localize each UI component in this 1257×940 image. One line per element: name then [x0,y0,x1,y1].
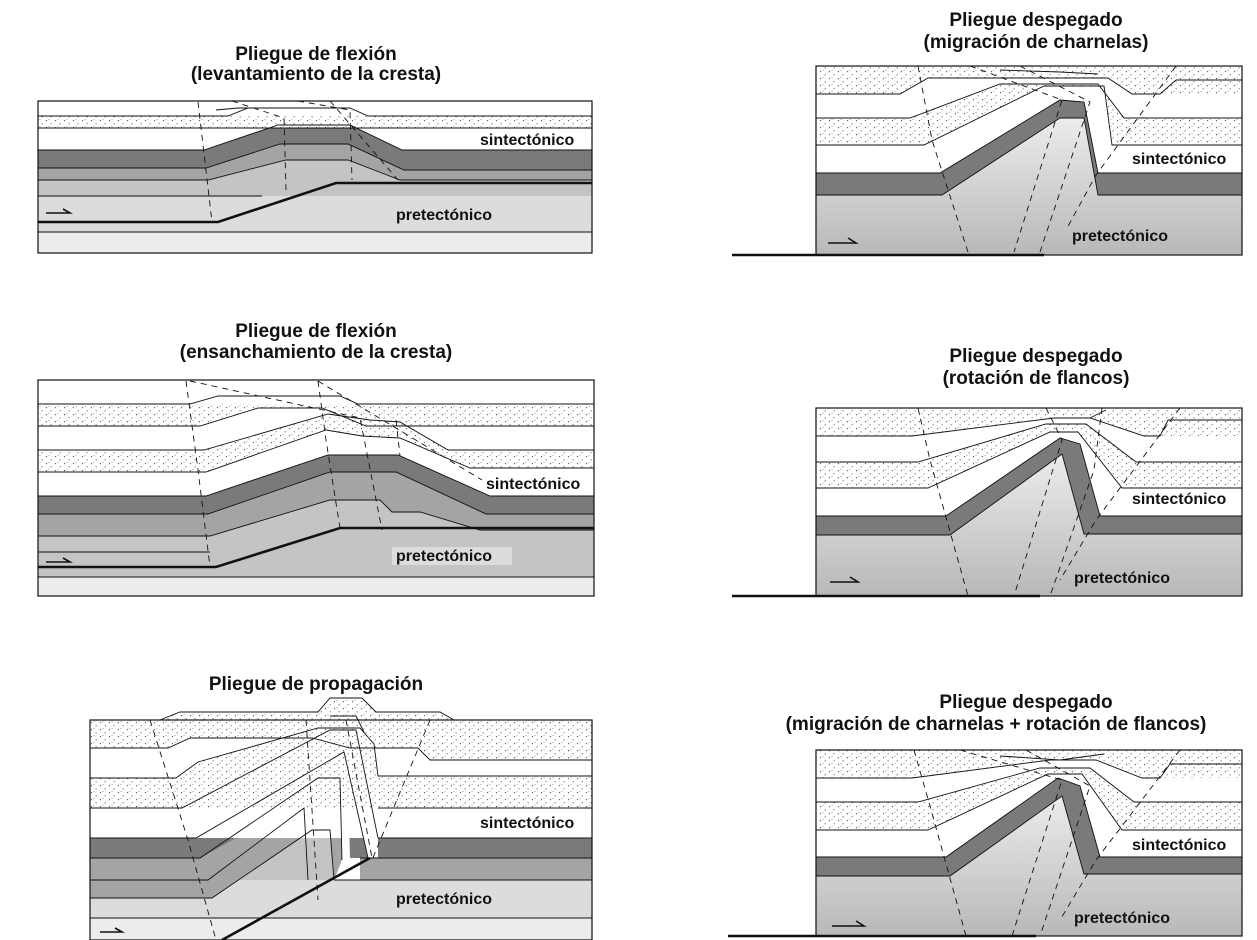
label-mask [486,475,592,493]
panel-frame [815,407,1243,597]
mid-layer-foot [360,858,592,880]
panel-subtitle: (rotación de flancos) [943,368,1130,389]
thrust-fault [38,181,592,224]
panel-flexion-ensanchamiento: Pliegue de flexión (ensanchamiento de la… [37,321,595,597]
dark-layer [38,125,592,170]
white-layer [38,125,592,150]
label-mask [1128,490,1240,508]
slip-arrow-icon [830,576,861,583]
stippled-layer-lower [816,84,1242,145]
panel-title: Pliegue de flexión [235,44,397,65]
axial-traces [149,719,431,940]
layer-contacts [816,409,1242,536]
mid-layer [38,144,592,180]
axial-traces [917,65,1177,253]
label-mask [1128,150,1240,168]
axial-traces [197,100,399,223]
panel-title: Pliegue de flexión [235,321,397,342]
stippled-layer-upper [816,66,1242,94]
axial-traces [917,407,1181,597]
basal-core [816,118,1242,255]
top-white-layer [38,101,592,116]
stippled-layer-upper [816,750,1242,778]
label-mask [476,132,590,148]
pretectonic-label: pretectónico [396,207,492,224]
panel-despegado-rotacion: Pliegue despegado (rotación de flancos) … [732,346,1243,598]
stippled-layer-lower [816,424,1242,488]
stippled-layer-lower [90,728,592,808]
layer-contacts [90,697,592,919]
syntectonic-label: sintectónico [1132,491,1226,508]
panel-subtitle: (migración de charnelas + rotación de fl… [786,714,1207,735]
panel-title: Pliegue despegado [949,10,1122,31]
slip-arrow-icon [46,208,74,214]
stippled-layer-lower [816,768,1242,830]
panel-frame [815,65,1243,256]
slip-arrow-icon [46,557,74,563]
basal-core [816,454,1242,596]
pretectonic-label: pretectónico [396,891,492,908]
top-white-layer [38,380,594,404]
axial-traces [913,749,1181,937]
stippled-layer [38,108,592,128]
panel-subtitle: (ensanchamiento de la cresta) [180,342,452,363]
dark-layer [816,778,1242,876]
panel-despegado-migracion: Pliegue despegado (migración de charnela… [732,10,1243,257]
dark-layer-foot [378,838,592,858]
panel-frame [89,719,593,940]
layer-contacts [816,69,1242,196]
stippled-layer-upper [90,698,592,760]
pretectonic-label: pretectónico [1074,570,1170,587]
panel-despegado-migracion-rotacion: Pliegue despegado (migración de charnela… [728,692,1243,938]
slip-arrow-icon [828,237,859,244]
panel-title: Pliegue despegado [949,346,1122,367]
panel-frame [37,100,593,254]
pretectonic-label: pretectónico [1074,910,1170,927]
pretectonic-label: pretectónico [396,548,492,565]
thrust-fault [38,526,594,569]
panel-subtitle: (migración de charnelas) [924,32,1149,53]
palest-layer [90,918,592,940]
white-layer-lower [38,430,594,496]
slip-arrow-icon [832,920,867,927]
label-mask [476,814,590,832]
layer-contacts [38,107,592,233]
slip-arrow-icon [100,927,126,933]
label-mask [1128,836,1240,854]
panel-title: Pliegue despegado [939,692,1112,713]
syntectonic-label: sintectónico [480,132,574,149]
syntectonic-label: sintectónico [486,476,580,493]
basal-core [816,796,1242,936]
syntectonic-label: sintectónico [1132,151,1226,168]
palest-layer [38,232,592,253]
syntectonic-label: sintectónico [480,815,574,832]
panel-title: Pliegue de propagación [209,674,423,695]
axial-traces [185,380,483,568]
palest-layer [38,577,594,596]
white-layer-mid [816,760,1242,802]
label-mask [392,547,512,565]
white-layer-mid [38,408,594,450]
stippled-layer-lower [38,414,594,472]
panel-propagacion: Pliegue de propagación [89,674,593,940]
panel-flexion-levantamiento: Pliegue de flexión (levantamiento de la … [37,44,593,254]
panel-frame [37,379,595,597]
panel-frame [815,749,1243,937]
white-layer-mid [90,728,592,778]
dark-layer [816,438,1242,535]
layer-contacts [816,753,1242,877]
label-mask [392,890,512,908]
thrust-fault [221,856,371,940]
pretectonic-label: pretectónico [1072,228,1168,245]
label-mask [392,206,510,224]
panel-subtitle: (levantamiento de la cresta) [191,64,441,85]
light-layer [38,160,592,196]
white-layer-mid [816,418,1242,462]
syntectonic-label: sintectónico [1132,837,1226,854]
stippled-layer-upper [38,396,594,426]
stippled-layer-upper [816,408,1242,436]
